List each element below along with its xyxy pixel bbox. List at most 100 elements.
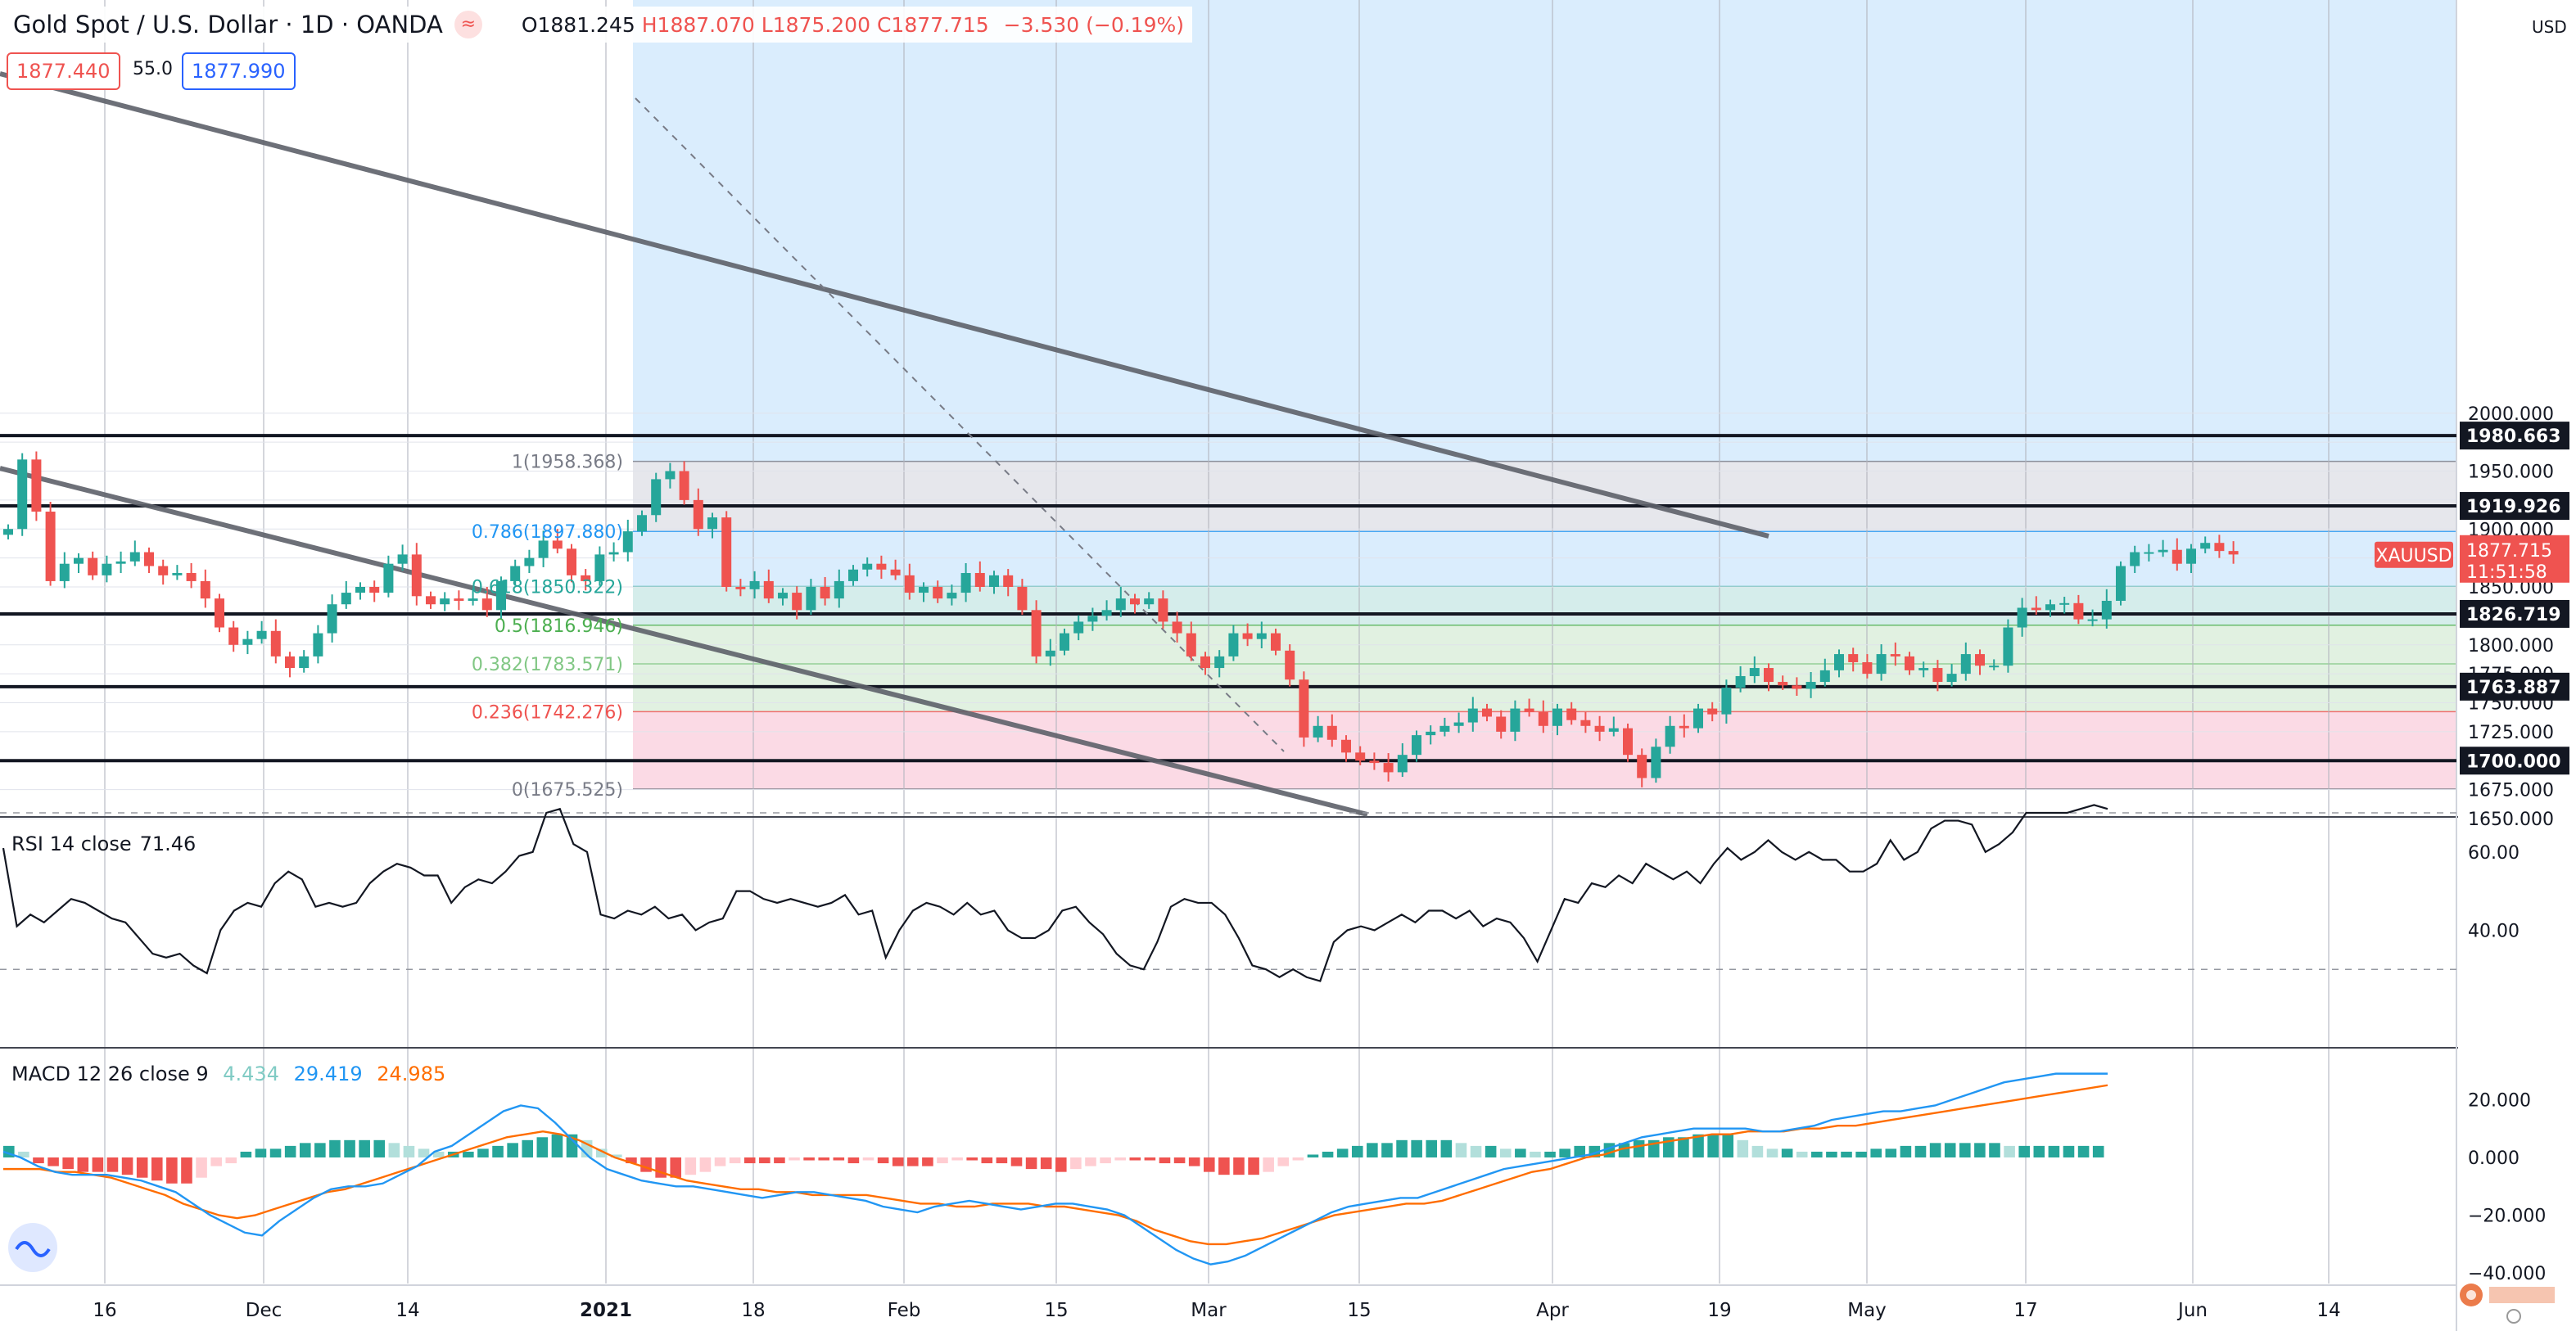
candle-body (172, 573, 183, 575)
candle (1045, 638, 1055, 666)
horizontal-levels[interactable] (0, 434, 2456, 763)
rsi-legend[interactable]: RSI 14 close 71.46 (11, 832, 196, 855)
macd-hist-bar (1944, 1143, 1956, 1157)
fib-level-label: 0.382(1783.571) (472, 655, 623, 675)
trend-channel[interactable] (0, 71, 1769, 817)
candle (679, 461, 689, 505)
candle-body (538, 540, 549, 558)
macd-hist-bar (1144, 1157, 1156, 1161)
macd-hist-bar (1855, 1151, 1867, 1157)
candle-body (2045, 604, 2055, 611)
wave-icon[interactable]: ≈ (454, 11, 482, 38)
macd-hist-bar (225, 1157, 237, 1164)
candle-body (1214, 656, 1225, 669)
macd-hist-bar (1025, 1157, 1037, 1170)
macd-hist-bar (981, 1157, 993, 1164)
candle-body (1510, 708, 1521, 732)
candle (59, 552, 70, 589)
candle (2045, 599, 2055, 617)
candle (1228, 625, 1239, 661)
macd-hist-bar (714, 1157, 726, 1166)
candle-body (749, 580, 760, 589)
candle (1412, 730, 1421, 762)
trend-line-upper[interactable] (0, 71, 1769, 539)
candle-body (2158, 549, 2168, 553)
candle-body (820, 587, 830, 599)
macd-hist-bar (1100, 1157, 1111, 1164)
fib-level-label: 1(1958.368) (512, 453, 623, 473)
candle-body (355, 587, 365, 593)
candle (2214, 535, 2225, 558)
macd-hist-bar (2004, 1145, 2015, 1157)
fibonacci-retracement[interactable] (633, 0, 2456, 790)
candle-body (1623, 728, 1633, 756)
candle (947, 584, 957, 606)
candle (1679, 714, 1689, 738)
macd-hist-bar (2077, 1145, 2090, 1157)
candle-body (1017, 587, 1028, 611)
countdown-text: 11:51:58 (2466, 562, 2547, 583)
candle (31, 451, 42, 521)
macd-hist-bar (136, 1157, 148, 1178)
candle-body (1693, 708, 1703, 729)
price-axis[interactable]: 2000.0001975.0001950.0001925.0001900.000… (2375, 0, 2576, 1331)
candle-body (1439, 725, 1450, 732)
candle (594, 546, 605, 586)
candle (1313, 715, 1323, 742)
candle (1439, 717, 1450, 737)
candle-body (1876, 654, 1887, 675)
candle-body (1130, 598, 1140, 605)
macd-hist-bar (77, 1157, 89, 1172)
candle (341, 580, 351, 609)
macd-hist-bar (847, 1157, 860, 1164)
candle-body (1679, 725, 1689, 729)
level-price-text: 1826.719 (2466, 605, 2561, 625)
candle (651, 472, 662, 522)
macd-pane[interactable]: 20.000 0.000 −20.000 −40.000 (2, 1072, 2546, 1285)
buy-price-box[interactable]: 1877.990 (182, 52, 296, 90)
sell-price-box[interactable]: 1877.440 (7, 52, 120, 90)
candle-body (1242, 633, 1253, 639)
macd-hist-bar (1411, 1139, 1422, 1157)
candle-body (1045, 650, 1055, 656)
macd-hist-bar (106, 1157, 119, 1172)
candle-body (1552, 708, 1562, 726)
level-price-tag (2460, 422, 2569, 450)
candle (1369, 752, 1380, 770)
macd-hist-bar (611, 1154, 622, 1157)
candle (1172, 611, 1182, 643)
trend-line-lower[interactable] (0, 466, 1368, 817)
candle (1707, 702, 1718, 722)
candle-body (1707, 708, 1718, 715)
macd-hist-bar (699, 1157, 712, 1172)
candle (510, 559, 521, 586)
candle (1960, 642, 1971, 681)
candle (256, 620, 267, 644)
close-value: C1877.715 (876, 12, 989, 37)
ohlc-values: O1881.245 H1887.070 L1875.200 C1877.715 … (522, 13, 1184, 37)
macd-hist-bar (181, 1157, 192, 1184)
candle (1778, 675, 1788, 690)
macd-hist-bar (492, 1145, 504, 1157)
rsi-pane[interactable]: 60.00 40.00 (0, 804, 2520, 982)
price-tick-label: 1725.000 (2468, 723, 2554, 743)
candle (186, 562, 197, 589)
time-axis[interactable]: 16 Dec 14 2021 18 Feb 15 Mar 15 Apr 19 May 17 Jun 14 (93, 1300, 2340, 1321)
candle-body (1735, 675, 1746, 688)
candle (1073, 615, 1084, 641)
rsi-tick-label: 40.00 (2468, 921, 2520, 941)
candle (158, 559, 169, 585)
candle-body (1397, 755, 1408, 773)
candle-body (1426, 731, 1436, 736)
macd-hist-bar (1974, 1143, 1986, 1157)
rsi-value: 71.46 (139, 832, 197, 855)
macd-legend[interactable]: MACD 12 26 close 9 4.434 29.419 24.985 (11, 1063, 445, 1085)
candle (862, 557, 873, 577)
candlestick-series[interactable] (3, 451, 2239, 787)
candle-body (1271, 633, 1281, 651)
candle-body (1285, 650, 1295, 680)
symbol-title[interactable]: Gold Spot / U.S. Dollar · 1D · OANDA (13, 11, 443, 38)
candle (1637, 748, 1647, 787)
